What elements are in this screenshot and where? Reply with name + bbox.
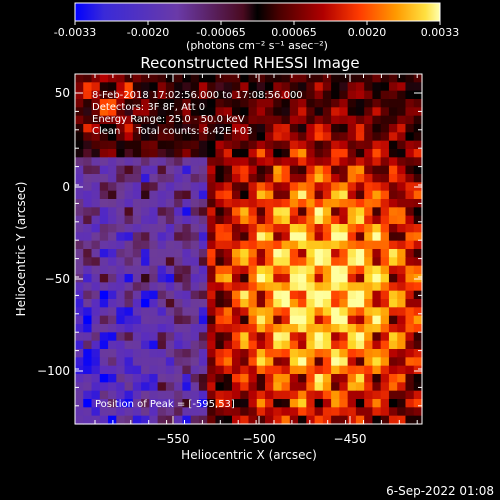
colorbar-tick-label: 0.0020 [348, 26, 387, 39]
colorbar-tick-label: -0.0033 [54, 26, 96, 39]
colorbar-tick-label: -0.00065 [196, 26, 245, 39]
colorbar-ticks: -0.0033 -0.0020 -0.00065 0.00065 0.0020 0.003… [54, 21, 459, 39]
x-tick-label: −500 [243, 432, 276, 446]
annotation-time-range: 8-Feb-2018 17:02:56.000 to 17:08:56.000 [92, 90, 303, 101]
annotation-energy-range: Energy Range: 25.0 - 50.0 keV [92, 114, 245, 125]
reconstructed-image-heatmap [75, 74, 423, 425]
axis-ticks [75, 74, 422, 424]
x-tick-label: −550 [157, 432, 190, 446]
annotation-peak-position: Position of Peak = [-595,53] [95, 399, 235, 410]
y-tick-label: 0 [62, 180, 70, 194]
x-tick-label: −450 [334, 432, 367, 446]
colorbar-tick-label: 0.0033 [421, 26, 460, 39]
plot-frame [74, 73, 423, 425]
colorbar-gradient [74, 2, 441, 22]
y-tick-label: 50 [55, 86, 70, 100]
footer-timestamp: 6-Sep-2022 01:08 [386, 484, 494, 498]
colorbar: -0.0033 -0.0020 -0.00065 0.00065 0.0020 0.003… [54, 2, 459, 52]
image-annotations: 8-Feb-2018 17:02:56.000 to 17:08:56.000 … [92, 90, 303, 410]
x-axis-label: Heliocentric X (arcsec) [181, 448, 317, 462]
colorbar-tick-label: 0.00065 [271, 26, 317, 39]
annotation-detectors: Detectors: 3F 8F, Att 0 [92, 102, 205, 113]
plot-title: Reconstructed RHESSI Image [140, 54, 359, 72]
rhessi-image-panel [74, 73, 423, 425]
y-tick-label: −100 [37, 364, 70, 378]
y-tick-label: −50 [45, 272, 70, 286]
annotation-method: Clean Total counts: 8.42E+03 [92, 126, 252, 137]
x-tick-labels: −550 −500 −450 [157, 432, 367, 446]
colorbar-unit-label: (photons cm⁻² s⁻¹ asec⁻²) [186, 39, 328, 52]
colorbar-tick-label: -0.0020 [127, 26, 169, 39]
y-tick-labels: 50 0 −50 −100 [37, 86, 70, 378]
y-axis-label: Heliocentric Y (arcsec) [14, 182, 28, 317]
